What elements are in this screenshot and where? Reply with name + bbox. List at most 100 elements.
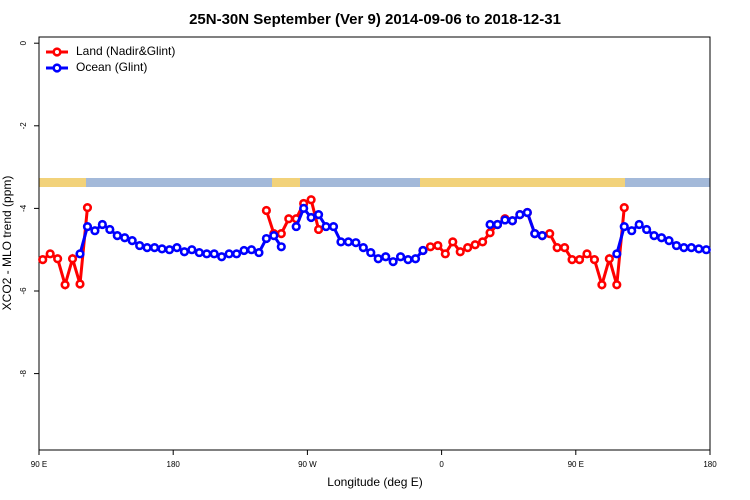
data-point (157, 244, 167, 254)
x-axis-label: Longitude (deg E) (327, 475, 422, 489)
x-tick-label: 180 (703, 460, 717, 469)
data-point (381, 252, 391, 262)
data-point (306, 195, 316, 205)
data-point (224, 249, 234, 259)
legend-label: Ocean (Glint) (76, 60, 147, 74)
data-point (545, 228, 555, 239)
data-point (261, 233, 271, 244)
data-point (313, 209, 324, 220)
data-point (284, 214, 294, 224)
land-ocean-strip (39, 178, 710, 187)
data-point (403, 255, 413, 265)
y-tick-label: -4 (19, 204, 28, 212)
data-point (269, 231, 279, 241)
data-point (202, 249, 212, 259)
data-point (388, 257, 398, 267)
data-point (507, 216, 518, 226)
data-point (328, 221, 339, 232)
data-point (612, 280, 622, 290)
data-point (179, 247, 189, 257)
legend-marker (52, 63, 62, 73)
data-point (656, 233, 667, 243)
data-point (351, 238, 361, 248)
data-point (537, 231, 547, 241)
data-point (455, 247, 465, 257)
data-point (679, 243, 689, 253)
data-point (433, 240, 443, 251)
data-point (440, 249, 450, 259)
data-point (448, 237, 458, 247)
data-point (194, 247, 204, 258)
data-point (75, 249, 85, 259)
legend-marker (52, 47, 62, 57)
data-point (239, 245, 249, 256)
data-point (478, 237, 488, 247)
y-tick-label: -6 (19, 287, 28, 295)
data-point (254, 247, 264, 258)
data-point (567, 255, 577, 265)
data-point (530, 228, 540, 239)
data-point (425, 242, 436, 252)
data-point (343, 237, 354, 247)
data-point (597, 280, 607, 290)
land-band (39, 178, 86, 187)
data-point (485, 219, 495, 230)
data-point (60, 280, 70, 290)
data-point (75, 279, 85, 289)
x-tick-label: 90 W (298, 460, 317, 469)
data-point (53, 254, 63, 264)
data-point (604, 254, 614, 264)
data-point (231, 249, 242, 259)
data-point (164, 245, 175, 255)
data-point (627, 226, 637, 236)
data-point (366, 247, 376, 258)
data-point (120, 233, 130, 243)
data-point (642, 224, 652, 235)
data-point (67, 254, 78, 264)
land-band (420, 178, 625, 187)
chart-title: 25N-30N September (Ver 9) 2014-09-06 to … (189, 11, 561, 28)
data-point (671, 240, 682, 251)
x-tick-label: 90 E (31, 460, 47, 469)
data-point (686, 243, 696, 253)
data-point (522, 207, 532, 218)
data-point (463, 243, 473, 253)
data-point (306, 212, 316, 223)
data-point (582, 249, 592, 259)
x-tick-label: 0 (439, 460, 444, 469)
data-point (492, 219, 503, 230)
data-point (90, 226, 100, 236)
data-point (589, 255, 600, 265)
y-axis-label: XCO2 - MLO trend (ppm) (0, 176, 14, 311)
y-tick-label: 0 (19, 40, 28, 45)
data-point (45, 249, 55, 259)
data-point (560, 243, 570, 253)
x-tick-label: 90 E (568, 460, 584, 469)
data-point (112, 231, 122, 241)
data-point (418, 245, 428, 256)
y-tick-label: -2 (19, 122, 28, 130)
data-point (612, 249, 622, 259)
data-point (313, 224, 324, 235)
data-point (321, 221, 331, 232)
data-point (373, 254, 383, 264)
data-point (664, 236, 674, 246)
data-point (172, 243, 182, 253)
data-point (395, 252, 406, 262)
data-point (246, 245, 257, 255)
data-point (299, 203, 309, 213)
data-point (209, 249, 219, 259)
data-point (358, 243, 368, 253)
data-point (187, 245, 197, 255)
data-point (291, 221, 301, 232)
data-point (701, 245, 711, 255)
ocean-band (39, 178, 710, 187)
x-tick-label: 180 (167, 460, 181, 469)
data-point (634, 219, 644, 230)
legend-label: Land (Nadir&Glint) (76, 44, 175, 58)
data-point (276, 228, 286, 239)
data-point (619, 202, 629, 213)
data-point (149, 243, 160, 253)
data-point (619, 221, 629, 232)
